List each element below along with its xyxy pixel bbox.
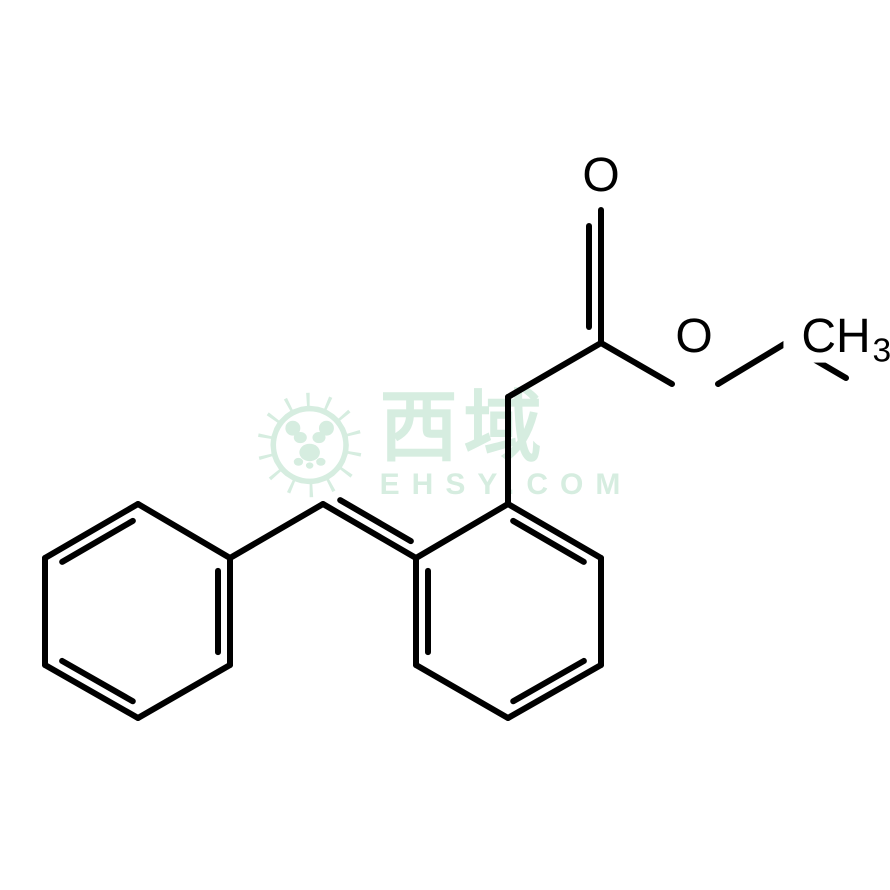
svg-text:3: 3 bbox=[873, 332, 890, 369]
molecule-diagram: O O CH3 bbox=[0, 0, 890, 890]
svg-text:O: O bbox=[582, 149, 619, 202]
svg-text:O: O bbox=[675, 310, 712, 363]
svg-text:CH: CH bbox=[801, 310, 870, 363]
